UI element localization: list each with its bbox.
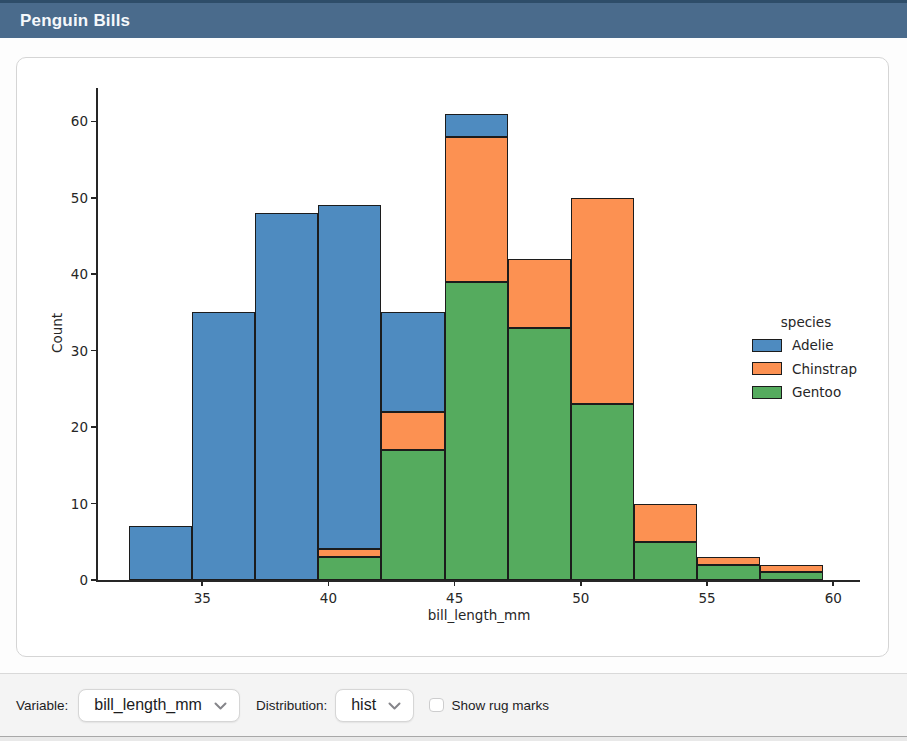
x-axis-spine [96,580,860,582]
legend-item: Adelie [745,337,867,353]
histogram-bar-segment-gentoo [445,282,508,580]
y-tick-label: 10 [52,496,88,512]
controls-bar: Variable: bill_length_mm Distribution: h… [0,673,907,736]
x-tick-label: 55 [685,590,729,606]
legend-label: Chinstrap [792,361,857,377]
histogram-bar-segment-gentoo [760,572,823,580]
distribution-label: Distribution: [256,698,327,713]
x-tick-label: 60 [811,590,855,606]
histogram-bar-segment-gentoo [634,542,697,580]
variable-dropdown[interactable]: bill_length_mm [78,689,240,722]
y-tick-mark [91,579,96,581]
y-tick-mark [91,273,96,275]
histogram-bar-segment-adelie [445,114,508,137]
histogram-bar-segment-chinstrap [571,198,634,404]
x-axis-label: bill_length_mm [98,607,860,623]
y-tick-label: 40 [52,266,88,282]
histogram-bar-segment-chinstrap [760,565,823,573]
histogram-bar-segment-gentoo [381,450,444,580]
x-tick-label: 35 [180,590,224,606]
y-tick-label: 50 [52,190,88,206]
legend-item: Chinstrap [745,361,867,377]
legend-item: Gentoo [745,384,867,400]
histogram-bar-segment-gentoo [697,565,760,580]
y-tick-label: 20 [52,419,88,435]
histogram-bar-segment-adelie [318,205,381,549]
legend-swatch-gentoo [752,386,782,399]
histogram-bar-segment-chinstrap [634,504,697,542]
histogram-chart: bill_length_mm Count species AdelieChins… [0,0,907,741]
histogram-bar-segment-adelie [381,312,444,411]
histogram-bar-segment-chinstrap [697,557,760,565]
y-tick-mark [91,503,96,505]
legend-label: Adelie [792,337,834,353]
y-tick-mark [91,350,96,352]
y-tick-mark [91,121,96,123]
app-window: { "window": { "title": "Penguin Bills" }… [0,0,907,741]
x-tick-mark [706,582,708,586]
legend-title: species [745,314,867,330]
histogram-bar-segment-gentoo [508,328,571,580]
x-tick-mark [201,582,203,586]
x-tick-label: 45 [433,590,477,606]
histogram-bar-segment-chinstrap [508,259,571,328]
x-tick-mark [328,582,330,586]
histogram-bar-segment-adelie [192,312,255,580]
y-tick-label: 30 [52,343,88,359]
x-tick-mark [454,582,456,586]
distribution-dropdown-value: hist [351,696,376,714]
histogram-bar-segment-chinstrap [318,549,381,557]
window-bottom-edge [0,736,907,741]
rug-checkbox[interactable] [429,698,444,713]
legend-swatch-adelie [752,339,782,352]
y-tick-mark [91,197,96,199]
histogram-bar-segment-chinstrap [445,137,508,282]
x-tick-label: 50 [559,590,603,606]
rug-checkbox-label: Show rug marks [452,698,550,713]
y-axis-spine [96,88,98,582]
y-tick-mark [91,426,96,428]
histogram-bar-segment-gentoo [318,557,381,580]
legend-label: Gentoo [792,384,841,400]
chart-legend: species Adelie Chinstrap Gentoo [745,314,867,408]
legend-swatch-chinstrap [752,362,782,375]
histogram-bar-segment-gentoo [571,404,634,580]
y-tick-label: 60 [52,113,88,129]
chevron-down-icon [214,698,227,713]
x-tick-mark [832,582,834,586]
histogram-bar-segment-chinstrap [381,412,444,450]
x-tick-mark [580,582,582,586]
legend-items: Adelie Chinstrap Gentoo [745,337,867,400]
variable-label: Variable: [16,698,68,713]
x-tick-label: 40 [306,590,350,606]
chevron-down-icon [388,698,401,713]
variable-dropdown-value: bill_length_mm [94,696,202,714]
y-tick-label: 0 [52,572,88,588]
histogram-bar-segment-adelie [255,213,318,580]
distribution-dropdown[interactable]: hist [335,689,414,722]
histogram-bar-segment-adelie [129,526,192,580]
